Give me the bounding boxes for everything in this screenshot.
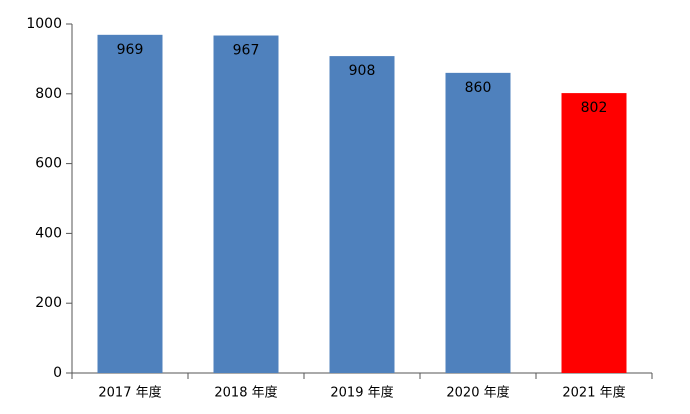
x-tick-label: 2019 年度 [330, 385, 393, 401]
y-tick-label: 0 [53, 365, 62, 381]
data-label: 908 [349, 63, 376, 79]
bar [329, 56, 395, 373]
bar [97, 34, 163, 373]
y-tick-label: 400 [35, 225, 62, 241]
x-tick-label: 2018 年度 [214, 385, 277, 401]
y-tick-label: 200 [35, 295, 62, 311]
data-label: 969 [117, 42, 144, 58]
y-tick-label: 1000 [26, 16, 62, 32]
data-label: 802 [581, 100, 608, 116]
data-label: 860 [465, 80, 492, 96]
bar [213, 35, 279, 373]
bar [561, 93, 627, 374]
bar [445, 72, 511, 374]
x-tick-label: 2017 年度 [98, 385, 161, 401]
x-tick-label: 2021 年度 [562, 385, 625, 401]
data-label: 967 [233, 43, 260, 59]
y-tick-label: 600 [35, 156, 62, 172]
y-tick-label: 800 [35, 86, 62, 102]
x-tick-label: 2020 年度 [446, 385, 509, 401]
